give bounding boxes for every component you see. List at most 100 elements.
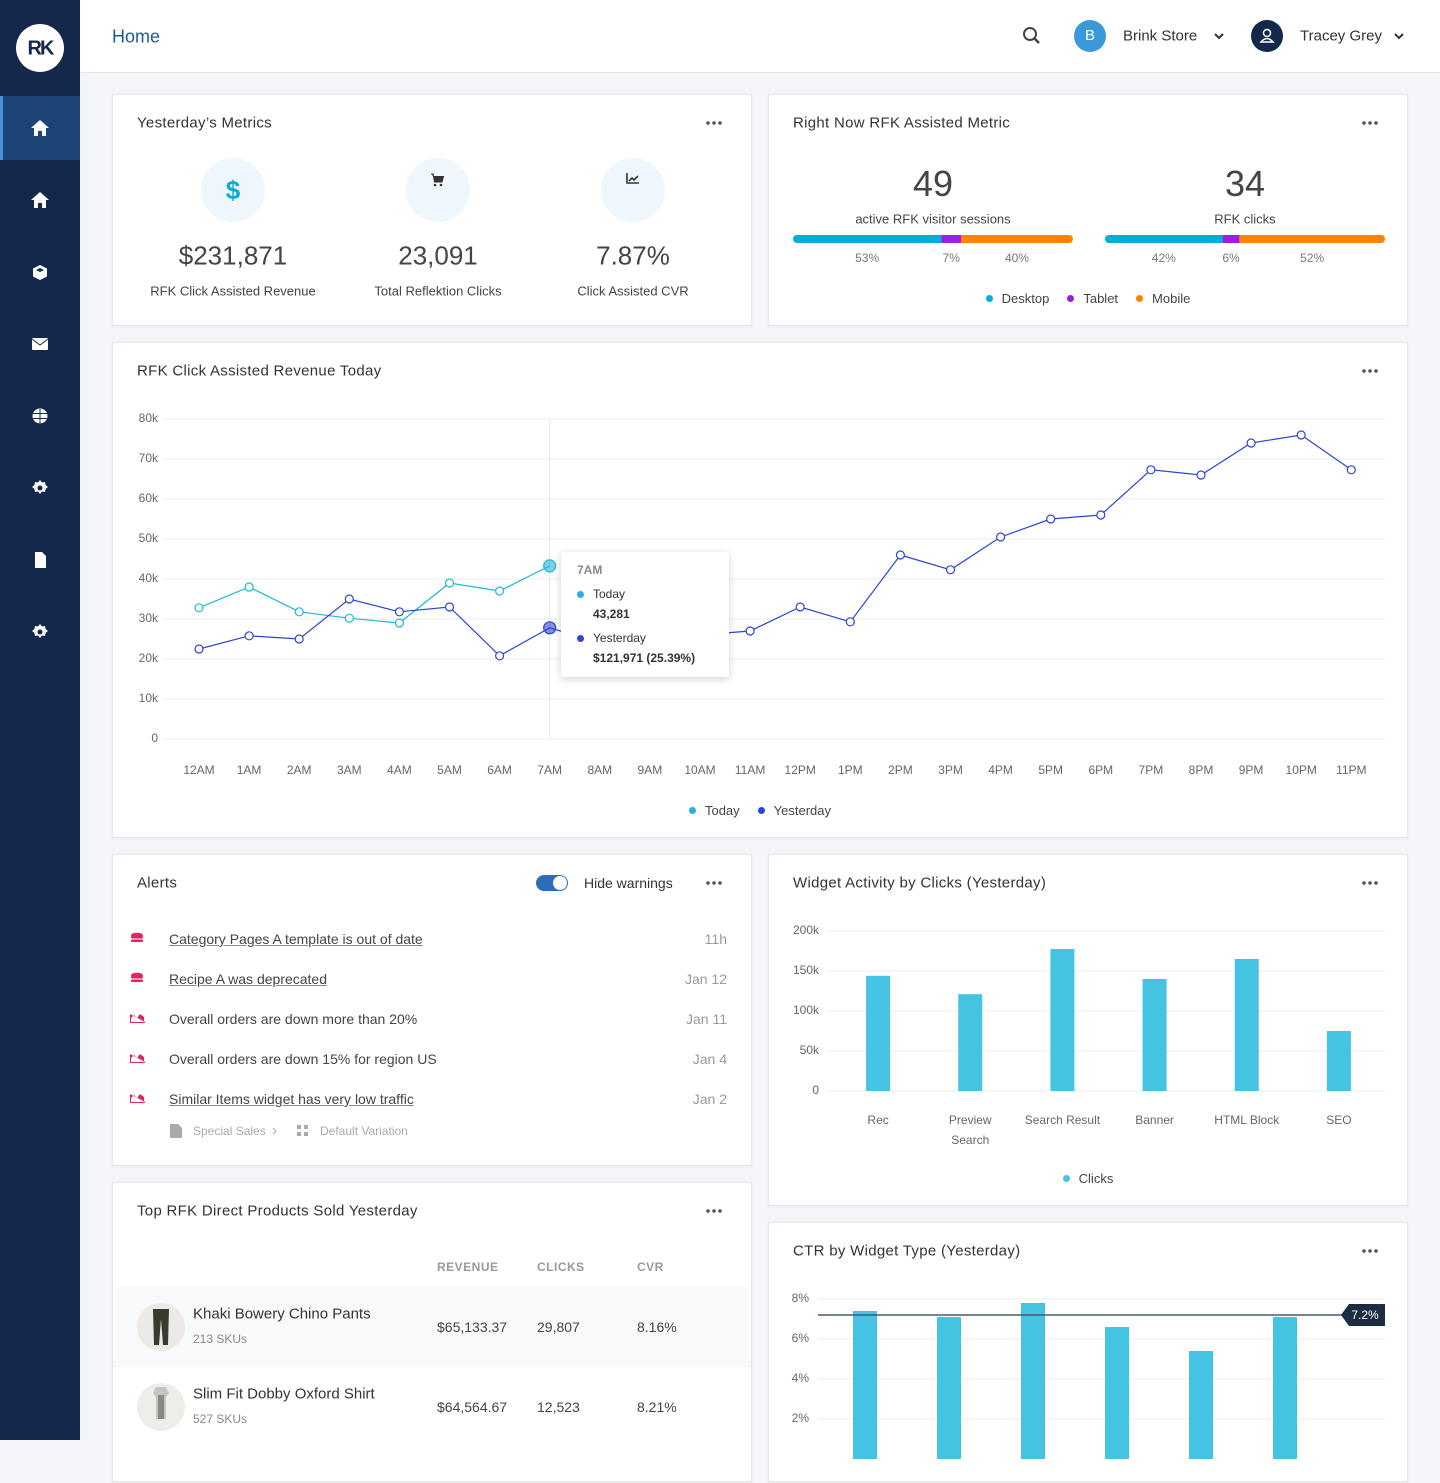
store-avatar[interactable]: B (1074, 20, 1106, 52)
y-tick-label: 70k (139, 451, 159, 465)
x-tick-label: 12AM (183, 763, 214, 777)
x-tick-label: 8PM (1189, 763, 1214, 777)
bar (1050, 949, 1075, 1091)
store-name[interactable]: Brink Store (1123, 27, 1198, 45)
chevron[interactable] (1393, 30, 1405, 42)
y-tick-label: 60k (139, 491, 159, 505)
metric-value: 7.87% (596, 240, 670, 271)
revenue-card: RFK Click Assisted Revenue Today 0 10k 20k… (112, 342, 1408, 838)
x-tick-label: Rec (867, 1113, 888, 1127)
legend: Today Yesterday (113, 803, 1407, 818)
x-tick-label: 10PM (1286, 763, 1317, 777)
row-bg (113, 1287, 751, 1367)
point (394, 607, 404, 617)
x-tick-label: 9AM (638, 763, 663, 777)
product-name[interactable]: Slim Fit Dobby Oxford Shirt (193, 1385, 375, 1403)
x-tick-label: 4AM (387, 763, 412, 777)
metric-label: Total Reflektion Clicks (374, 283, 502, 299)
toggle-label[interactable]: Hide warnings (584, 875, 673, 891)
bar (1189, 1351, 1213, 1459)
widget-card: Widget Activity by Clicks (Yesterday) 0 5… (768, 854, 1408, 1206)
reference-badge (1341, 1304, 1385, 1326)
menu-dot (706, 881, 710, 885)
legend-item: Today (688, 803, 740, 818)
alert-link[interactable]: Recipe A was deprecated (169, 971, 327, 987)
bar (1234, 959, 1259, 1091)
chevron[interactable] (1213, 30, 1225, 42)
sidebar: RK (0, 0, 80, 1440)
point (194, 603, 204, 613)
menu-dot (1362, 1249, 1366, 1253)
card-title: RFK Click Assisted Revenue Today (137, 362, 382, 380)
more-menu[interactable] (705, 119, 725, 127)
reference-label: 7.2% (1351, 1308, 1379, 1322)
y-tick-label: 100k (793, 1003, 820, 1017)
menu-dot (718, 121, 722, 125)
nav-icons[interactable] (31, 120, 49, 638)
menu-dot (718, 881, 722, 885)
big-number-label: RFK clicks (1214, 211, 1276, 227)
more-menu[interactable] (1361, 367, 1381, 375)
cell: 8.21% (637, 1399, 677, 1415)
more-menu[interactable] (1361, 1247, 1381, 1255)
tooltip-title: 7AM (577, 563, 603, 577)
more-menu[interactable] (1361, 879, 1381, 887)
point (444, 578, 455, 588)
metric-label: RFK Click Assisted Revenue (150, 283, 316, 299)
legend-label: Clicks (1078, 1171, 1114, 1186)
alert-time: Jan 4 (692, 1051, 727, 1067)
series-line (198, 565, 550, 624)
metrics-card: Yesterday’s Metrics $ $231,871 23,091 7.… (112, 94, 752, 326)
x-tick-label: Banner (1135, 1113, 1174, 1127)
big-number: 49 (912, 163, 954, 204)
y-tick-label: 50k (139, 531, 159, 545)
legend-label: Mobile (1152, 291, 1191, 306)
alert-text: Overall orders are down 15% for region U… (169, 1051, 437, 1067)
x-tick-label: Preview Search (949, 1113, 992, 1147)
legend-label: Yesterday (773, 803, 832, 818)
x-tick-label: SEO (1326, 1113, 1351, 1127)
card-title: Yesterday’s Metrics (137, 114, 272, 132)
breadcrumb[interactable]: Special Sales (193, 1124, 266, 1138)
x-tick-label: 11PM (1336, 763, 1366, 777)
logo[interactable] (16, 24, 64, 72)
segment (1105, 235, 1223, 243)
point (294, 634, 304, 644)
point (194, 644, 204, 654)
point (294, 607, 304, 617)
alert-link[interactable]: Similar Items widget has very low traffi… (169, 1091, 414, 1107)
breadcrumb[interactable]: Default Variation (320, 1124, 408, 1138)
metric-value: $231,871 (178, 240, 288, 271)
legend: Clicks (769, 1171, 1407, 1186)
right-now-card: Right Now RFK Assisted Metric 49 34 acti… (768, 94, 1408, 326)
legend-swatch (1062, 1175, 1070, 1182)
more-menu[interactable] (705, 879, 725, 887)
sidebar-icons: RK (0, 24, 80, 638)
menu-dot (1374, 881, 1378, 885)
y-tick-label: 10k (139, 691, 159, 705)
point (444, 602, 455, 612)
alerts-card: Alerts Hide warnings Category Pages A te… (112, 854, 752, 1166)
y-tick-label: 8% (792, 1291, 810, 1305)
toggle[interactable] (536, 875, 568, 891)
x-tick-label: 10AM (684, 763, 715, 777)
product-name[interactable]: Khaki Bowery Chino Pants (193, 1305, 371, 1323)
y-tick-label: 4% (792, 1371, 810, 1385)
tooltip-label: Today (593, 587, 626, 601)
column-header: CLICKS (537, 1260, 585, 1274)
user-avatar[interactable] (1251, 20, 1283, 52)
cell: 29,807 (537, 1319, 580, 1335)
more-menu[interactable] (1361, 119, 1381, 127)
metric-icons: $ (201, 158, 665, 222)
y-tick-label: 80k (139, 411, 159, 425)
point (1146, 465, 1156, 475)
column-header: REVENUE (437, 1260, 499, 1274)
point (1046, 514, 1056, 524)
alert-link[interactable]: Category Pages A template is out of date (169, 931, 423, 947)
user-name[interactable]: Tracey Grey (1300, 27, 1382, 45)
more-menu[interactable] (705, 1207, 725, 1215)
segment (941, 235, 961, 243)
legend-item: Tablet (1067, 291, 1118, 306)
search-icon[interactable] (1020, 24, 1044, 48)
x-tick-label: HTML Block (1214, 1113, 1280, 1127)
